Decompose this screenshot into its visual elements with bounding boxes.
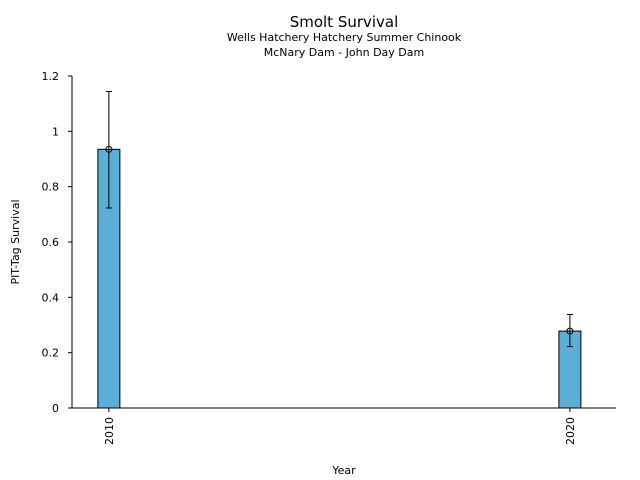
chart-title: Smolt Survival: [289, 13, 399, 31]
y-tick-label-0.4: 0.4: [42, 291, 60, 304]
y-tick-label-1: 1: [52, 125, 59, 138]
bars-group: [97, 148, 582, 409]
y-axis-label: PIT-Tag Survival: [9, 199, 22, 284]
y-tick-label-0: 0: [52, 402, 59, 415]
chart-subtitle-line-1: Wells Hatchery Hatchery Summer Chinook: [226, 31, 462, 44]
x-tick-label-2010: 2010: [103, 417, 116, 445]
x-tick-label-2020: 2020: [564, 417, 577, 445]
x-axis: 2010 2020: [72, 407, 616, 445]
y-tick-label-0.6: 0.6: [42, 236, 60, 249]
y-tick-label-0.2: 0.2: [42, 347, 60, 360]
x-axis-label: Year: [331, 464, 356, 477]
point-marker-2010: [105, 145, 113, 153]
error-bars-group: [105, 90, 574, 348]
chart-subtitle-line-2: McNary Dam - John Day Dam: [263, 46, 425, 59]
y-axis: 0 0.2 0.4 0.6 0.8 1 1.2: [42, 70, 73, 415]
y-tick-label-0.8: 0.8: [42, 181, 60, 194]
point-marker-2020: [566, 327, 574, 335]
y-tick-label-1.2: 1.2: [42, 70, 60, 83]
